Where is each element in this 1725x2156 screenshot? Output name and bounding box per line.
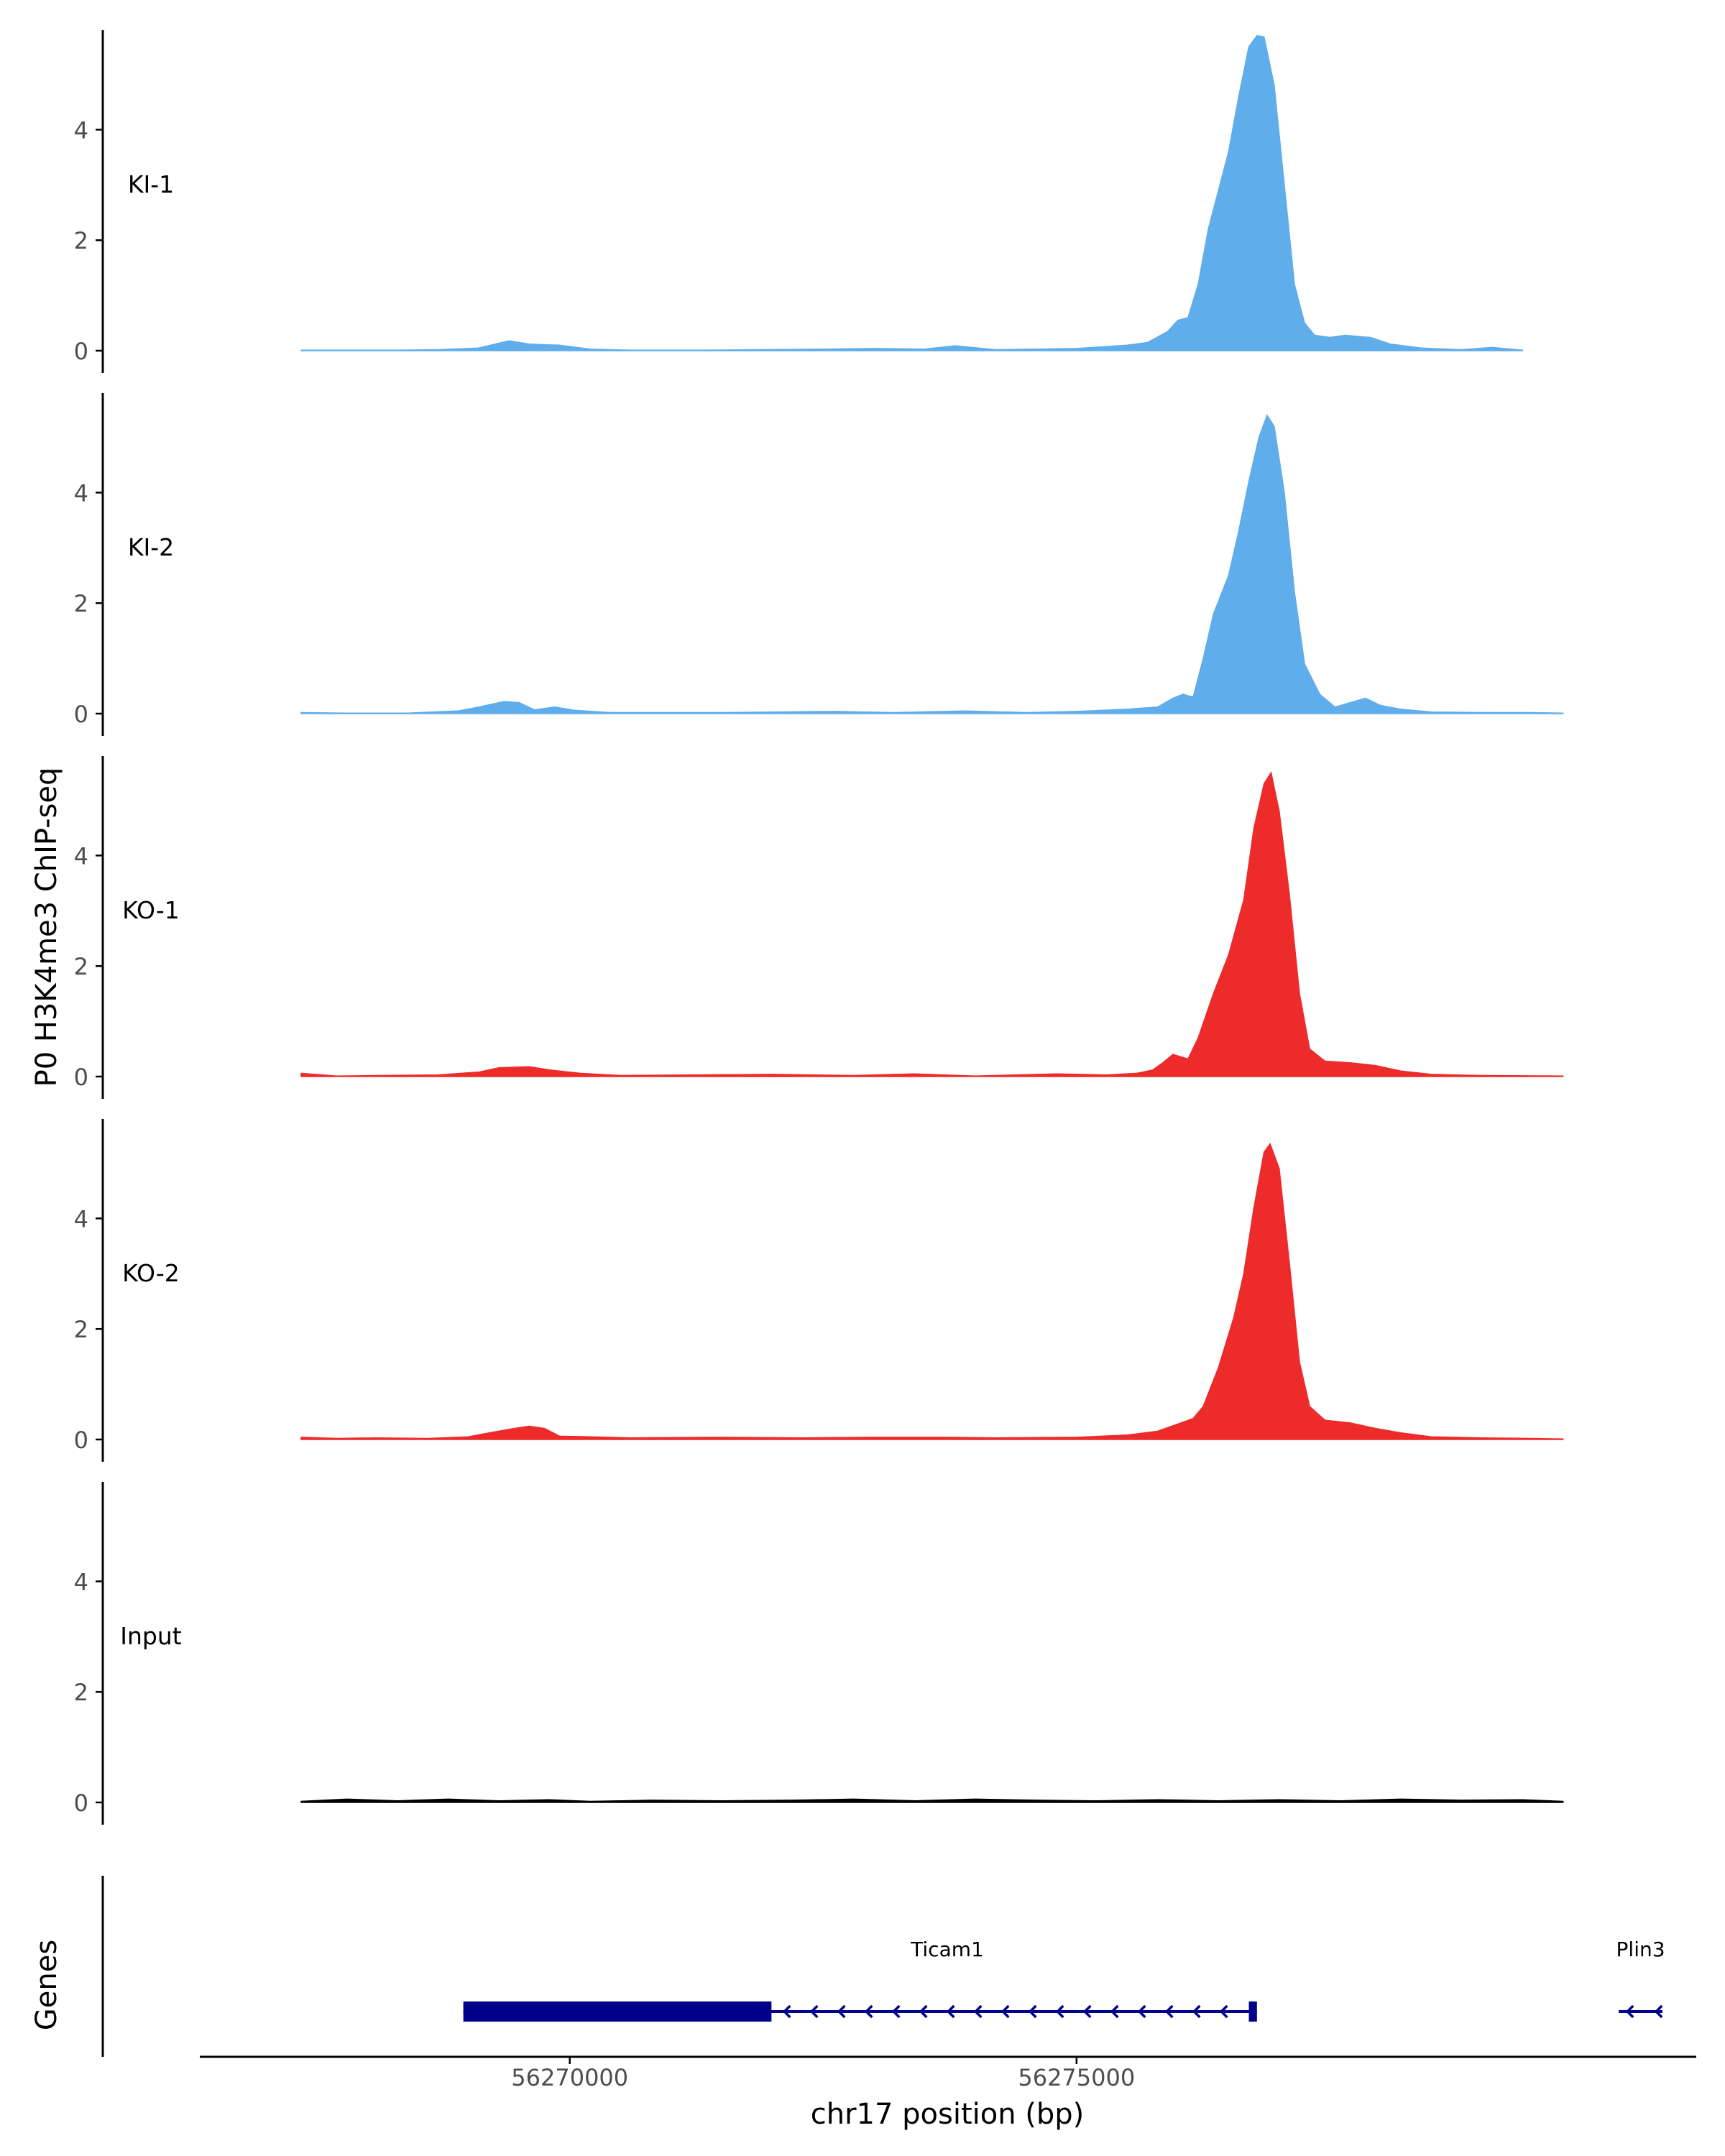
y-tick-label: 4: [74, 479, 88, 507]
x-tick-label: 56270000: [511, 2064, 628, 2091]
strand-arrow: [1028, 2004, 1037, 2019]
strand-arrow: [891, 2004, 901, 2019]
y-tick-label: 4: [74, 116, 88, 144]
strand-arrow: [782, 2004, 791, 2019]
y-tick-label: 2: [74, 1316, 88, 1343]
coverage-area-input: [300, 1798, 1564, 1803]
y-tick-label: 2: [74, 227, 88, 254]
y-tick-label: 0: [74, 1789, 88, 1817]
genes-panel: Ticam1 Plin3 56270000 56275000: [101, 1876, 1696, 2091]
coverage-area-ko-1: [300, 771, 1564, 1077]
coverage-tracks: 0 2 4 KI-1 0 2 4 KI-2 0 2 4 KO-1 0 2 4 KO-2 0 2 4 Input: [74, 30, 1564, 1825]
strand-arrow: [1654, 2004, 1663, 2019]
y-tick-label: 4: [74, 1205, 88, 1233]
y-tick-label: 0: [74, 701, 88, 728]
track-label: KO-2: [122, 1259, 180, 1287]
y-tick-label: 4: [74, 1568, 88, 1595]
coverage-area-ko-2: [300, 1143, 1564, 1440]
y-axis-title: P0 H3K4me3 ChIP-seq: [30, 768, 63, 1087]
coverage-area-ki-1: [300, 34, 1524, 351]
y-tick-label: 2: [74, 590, 88, 617]
genes-axis-title: Genes: [30, 1940, 63, 2030]
strand-arrow: [1055, 2004, 1064, 2019]
gene-label: Ticam1: [910, 1938, 984, 1961]
track-label: KI-2: [128, 533, 174, 561]
track-panel-input: 0 2 4 Input: [74, 1482, 1564, 1825]
y-tick-label: 4: [74, 842, 88, 870]
strand-arrow: [1000, 2004, 1010, 2019]
strand-arrow: [837, 2004, 846, 2019]
strand-arrow: [1192, 2004, 1201, 2019]
y-tick-label: 2: [74, 1679, 88, 1706]
strand-arrow: [1625, 2004, 1634, 2019]
strand-arrow: [1082, 2004, 1092, 2019]
track-label: KI-1: [128, 170, 174, 198]
coverage-area-ki-2: [300, 414, 1564, 714]
gene-label: Plin3: [1616, 1938, 1665, 1961]
strand-arrow: [946, 2004, 955, 2019]
track-panel-ko-2: 0 2 4 KO-2: [74, 1119, 1564, 1462]
strand-arrow: [919, 2004, 928, 2019]
strand-arrow: [1137, 2004, 1146, 2019]
x-tick-label: 56275000: [1018, 2064, 1135, 2091]
track-panel-ki-1: 0 2 4 KI-1: [74, 30, 1524, 373]
strand-arrow: [1219, 2004, 1228, 2019]
y-tick-label: 0: [74, 1064, 88, 1091]
y-tick-label: 0: [74, 338, 88, 365]
strand-arrow: [973, 2004, 983, 2019]
y-tick-label: 2: [74, 953, 88, 980]
track-panel-ki-2: 0 2 4 KI-2: [74, 393, 1564, 736]
gene-plin3: Plin3: [1616, 1938, 1665, 2019]
track-panel-ko-1: 0 2 4 KO-1: [74, 756, 1564, 1099]
strand-arrow: [1110, 2004, 1119, 2019]
strand-arrow: [809, 2004, 819, 2019]
track-label: Input: [120, 1622, 182, 1650]
gene-ticam1: Ticam1: [463, 1938, 1257, 2022]
strand-arrow: [864, 2004, 873, 2019]
gene-exon-block: [1248, 2001, 1257, 2022]
x-axis-title: chr17 position (bp): [811, 2098, 1085, 2131]
y-tick-label: 0: [74, 1427, 88, 1454]
track-label: KO-1: [122, 896, 180, 924]
gene-exon-block: [463, 2001, 772, 2022]
strand-arrow: [1164, 2004, 1174, 2019]
